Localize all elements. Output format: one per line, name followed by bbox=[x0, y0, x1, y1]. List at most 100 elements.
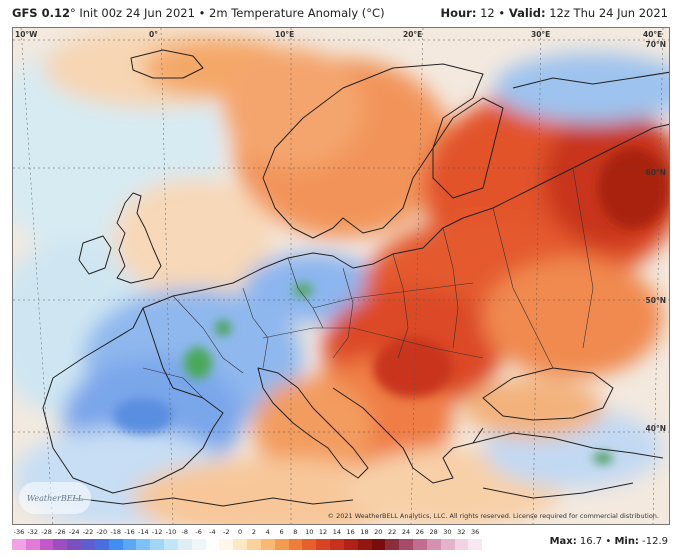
legend-tick-label: 26 bbox=[415, 528, 424, 536]
legend-swatch bbox=[302, 539, 317, 550]
legend-tick-label: 4 bbox=[265, 528, 270, 536]
legend-tick-label: 0 bbox=[238, 528, 243, 536]
legend-swatch bbox=[426, 539, 441, 550]
legend-tick-label: -14 bbox=[138, 528, 149, 536]
legend-tick-label: 6 bbox=[279, 528, 284, 536]
degree-symbol: ° bbox=[69, 6, 76, 20]
lat-label-60n: 60°N bbox=[645, 168, 666, 177]
min-value: -12.9 bbox=[642, 536, 668, 547]
legend-tick-label: 8 bbox=[293, 528, 298, 536]
legend-tick-labels: -36 -32 -28 -26 -24 -22 -20 -18 -16 -14 -12 -10 -8 -6… bbox=[12, 528, 482, 538]
legend-tick-label: 24 bbox=[401, 528, 411, 536]
legend-tick-label: -22 bbox=[82, 528, 94, 536]
legend-swatch bbox=[25, 539, 40, 550]
min-label: Min: bbox=[614, 536, 639, 547]
borders bbox=[142, 167, 594, 399]
legend-swatch bbox=[67, 539, 82, 550]
legend-swatch bbox=[81, 539, 95, 550]
lat-label-70n: 70°N bbox=[645, 40, 666, 49]
legend-tick-label: 12 bbox=[318, 528, 328, 536]
map-graphic bbox=[13, 28, 669, 524]
max-value: 16.7 bbox=[579, 536, 603, 547]
header-right: Hour: 12 • Valid: 12z Thu 24 Jun 2021 bbox=[440, 6, 680, 20]
max-min-stats: Max: 16.7 • Min: -12.9 bbox=[550, 536, 668, 547]
legend-tick-label: 36 bbox=[470, 528, 480, 536]
legend-swatch bbox=[219, 539, 234, 550]
legend-tick-label: 18 bbox=[360, 528, 369, 536]
header-left: GFS 0.12° Init 00z 24 Jun 2021 • 2m Temp… bbox=[0, 6, 385, 20]
legend-swatch bbox=[53, 539, 68, 550]
legend-swatch bbox=[12, 539, 26, 550]
lat-label-50n: 50°N bbox=[645, 296, 666, 305]
legend-tick-label: -6 bbox=[195, 528, 202, 536]
legend-tick-label: -26 bbox=[55, 528, 66, 536]
legend-tick-label: -28 bbox=[41, 528, 52, 536]
lon-label-10w: 10°W bbox=[15, 30, 38, 39]
legend-swatch bbox=[274, 539, 289, 550]
lat-label-40n: 40°N bbox=[645, 424, 666, 433]
lon-label-10e: 10°E bbox=[275, 30, 295, 39]
valid-label: Valid: bbox=[508, 6, 546, 20]
lon-label-30e: 30°E bbox=[531, 30, 551, 39]
legend-tick-label: -8 bbox=[181, 528, 189, 536]
legend-swatch bbox=[108, 539, 123, 550]
legend-swatch bbox=[136, 539, 151, 550]
copyright-notice: © 2021 WeatherBELL Analytics, LLC. All r… bbox=[327, 512, 659, 520]
legend-swatch bbox=[177, 539, 192, 550]
legend-swatch bbox=[330, 539, 344, 550]
legend-swatch bbox=[94, 539, 109, 550]
init-time: Init 00z 24 Jun 2021 bbox=[75, 6, 195, 20]
legend-tick-label: -2 bbox=[223, 528, 230, 536]
legend-swatch bbox=[288, 539, 303, 550]
legend-swatch bbox=[164, 539, 178, 550]
anomaly-field bbox=[13, 28, 669, 524]
graticule bbox=[13, 28, 669, 524]
legend-tick-label: -36 bbox=[13, 528, 25, 536]
variable-name: 2m Temperature Anomaly (°C) bbox=[209, 6, 385, 20]
legend-tick-label: -16 bbox=[124, 528, 135, 536]
legend-tick-label: -32 bbox=[27, 528, 39, 536]
legend-tick-label: 30 bbox=[443, 528, 452, 536]
model-name: GFS 0.12 bbox=[12, 6, 70, 20]
stats-separator: • bbox=[602, 536, 615, 547]
legend-tick-label: 22 bbox=[388, 528, 397, 536]
hour-value: 12 • bbox=[476, 6, 509, 20]
legend-tick-label: 32 bbox=[457, 528, 466, 536]
legend-swatch bbox=[399, 539, 414, 550]
legend-tick-label: 20 bbox=[374, 528, 383, 536]
legend-swatch bbox=[233, 539, 248, 550]
legend-swatch bbox=[150, 539, 165, 550]
legend-swatch bbox=[191, 539, 206, 550]
anomaly-detail bbox=[113, 148, 668, 464]
lon-label-40e: 40°E bbox=[643, 30, 663, 39]
legend-tick-label: -18 bbox=[110, 528, 121, 536]
legend-swatch bbox=[371, 539, 386, 550]
legend-tick-label: 2 bbox=[251, 528, 256, 536]
legend-swatch bbox=[468, 539, 483, 550]
legend-tick-label: -10 bbox=[165, 528, 177, 536]
legend-swatch bbox=[122, 539, 137, 550]
legend-swatch bbox=[316, 539, 331, 550]
legend-swatch bbox=[343, 539, 358, 550]
legend-swatch bbox=[440, 539, 455, 550]
weatherbell-logo: WeatherBELL bbox=[19, 482, 91, 514]
map-header: GFS 0.12° Init 00z 24 Jun 2021 • 2m Temp… bbox=[0, 0, 680, 26]
legend-swatch bbox=[385, 539, 400, 550]
legend-tick-label: -4 bbox=[209, 528, 216, 536]
legend-tick-label: -20 bbox=[96, 528, 108, 536]
anomaly-map: 10°W 0° 10°E 20°E 30°E 40°E 70°N 60°N 50… bbox=[12, 27, 670, 525]
hour-label: Hour: bbox=[440, 6, 477, 20]
lon-label-20e: 20°E bbox=[403, 30, 423, 39]
color-legend: -36 -32 -28 -26 -24 -22 -20 -18 -16 -14 -12 -10 -8 -6… bbox=[12, 528, 483, 554]
legend-tick-label: 14 bbox=[332, 528, 341, 536]
legend-swatches bbox=[12, 539, 483, 550]
lon-label-0: 0° bbox=[149, 30, 158, 39]
valid-value: 12z Thu 24 Jun 2021 bbox=[545, 6, 668, 20]
legend-tick-label: 16 bbox=[346, 528, 355, 536]
legend-tick-label: -12 bbox=[151, 528, 163, 536]
legend-swatch bbox=[39, 539, 54, 550]
legend-tick-label: -24 bbox=[68, 528, 80, 536]
max-label: Max: bbox=[549, 536, 577, 547]
legend-tick-label: 28 bbox=[429, 528, 438, 536]
coastlines bbox=[42, 49, 669, 507]
